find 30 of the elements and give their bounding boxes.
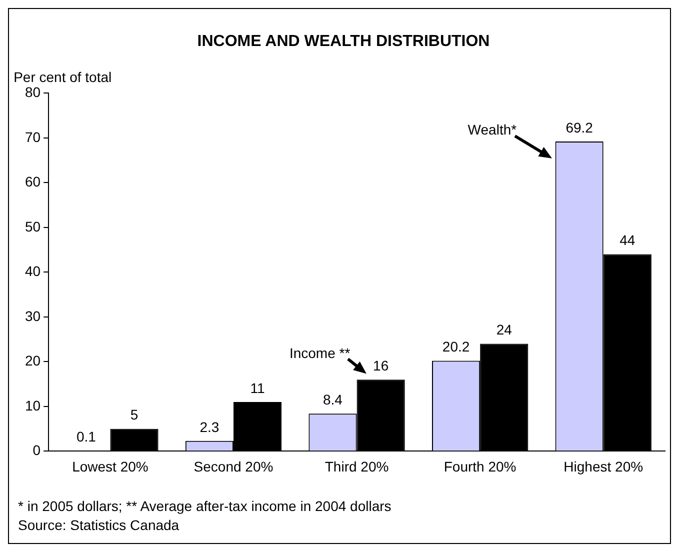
data-label: 24	[496, 322, 512, 338]
data-label: 44	[620, 232, 636, 248]
y-tick-label: 70	[24, 128, 41, 145]
series-label: Income **	[289, 344, 351, 361]
data-label: 16	[373, 357, 389, 374]
data-label: 8.4	[323, 391, 343, 408]
x-tick-label: Highest 20%	[564, 458, 644, 474]
data-label: 11	[250, 380, 266, 396]
x-tick-label: Lowest 20%	[72, 458, 148, 474]
data-label: 69.2	[566, 119, 594, 136]
y-tick-label: 10	[24, 397, 41, 414]
y-tick-label: 60	[24, 174, 41, 190]
y-tick-label: 30	[24, 308, 41, 324]
y-tick-label: 20	[24, 352, 41, 369]
y-tick-label: 40	[24, 263, 41, 280]
data-label: 0.1	[76, 428, 96, 445]
data-label: 20.2	[442, 338, 470, 355]
x-tick-label: Third 20%	[324, 458, 389, 474]
chart-title: INCOME AND WEALTH DISTRIBUTION	[197, 33, 490, 50]
data-label: 5	[130, 406, 138, 423]
text: * in 2005 dollars; ** Average after-tax income in 2004 dollars	[18, 497, 392, 516]
y-tick-label: 50	[24, 218, 41, 234]
source-note: Source: Statistics Canada	[18, 516, 180, 535]
text: Wealth*	[468, 122, 518, 138]
data-label: 2.3	[200, 418, 220, 435]
x-tick-label: Second 20%	[194, 458, 274, 474]
y-tick-label: 80	[24, 84, 41, 100]
y-axis-title: Per cent of total	[14, 69, 112, 86]
y-tick-label: 0	[32, 442, 41, 458]
x-tick-label: Fourth 20%	[444, 458, 516, 474]
